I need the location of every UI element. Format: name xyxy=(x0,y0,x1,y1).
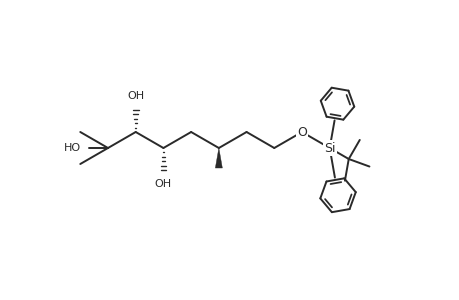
Text: OH: OH xyxy=(155,179,172,189)
Polygon shape xyxy=(215,148,222,168)
Text: Si: Si xyxy=(323,142,335,154)
Text: OH: OH xyxy=(127,91,144,101)
Text: HO: HO xyxy=(64,143,81,153)
Text: O: O xyxy=(297,125,306,139)
